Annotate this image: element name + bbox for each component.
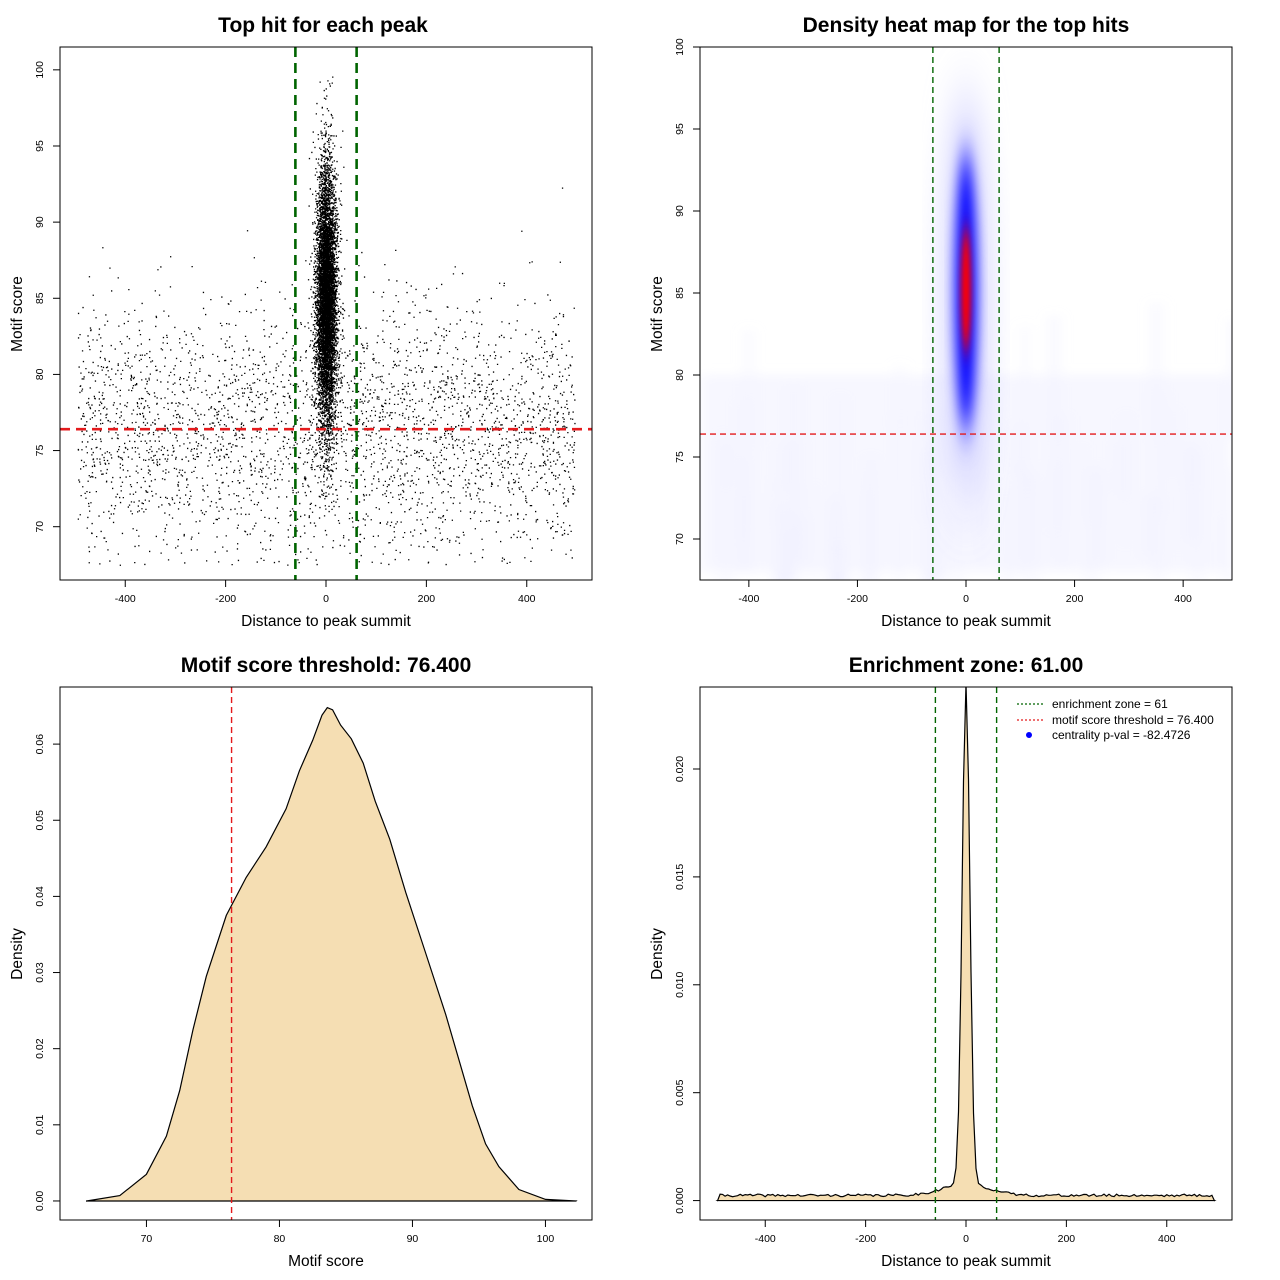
- legend-item-enrichment-zone: enrichment zone = 61: [1052, 697, 1168, 711]
- score-density-area: [86, 706, 578, 1202]
- x-tick-label: 400: [1158, 1233, 1176, 1245]
- y-tick-label: 0.005: [674, 1079, 686, 1105]
- x-tick-label: 200: [1058, 1233, 1076, 1245]
- y-tick-label: 100: [674, 38, 686, 56]
- y-tick-label: 0.000: [674, 1187, 686, 1213]
- score-density-y-axis: 0.00 0.01 0.02 0.03 0.04 0.05 0.06: [34, 734, 60, 1211]
- x-tick-label: 70: [141, 1233, 153, 1245]
- heatmap-reference-lines: [700, 47, 1232, 580]
- y-tick-label: 0.04: [34, 886, 46, 907]
- score-density-y-label: Density: [9, 928, 26, 980]
- y-tick-label: 85: [674, 287, 686, 299]
- score-density-x-axis: 70 80 90 100: [141, 1219, 555, 1245]
- distance-density-y-axis: 0.000 0.005 0.010 0.015 0.020: [674, 756, 700, 1214]
- heatmap-x-axis: -400 -200 0 200 400: [738, 579, 1192, 605]
- heatmap-streak: [1152, 302, 1162, 440]
- distance-density-panel: Enrichment zone: 61.00 -400 -200 0 200 400 0…: [649, 654, 1233, 1270]
- y-tick-label: 95: [674, 123, 686, 135]
- scatter-reference-lines: [60, 47, 592, 580]
- scatter-y-axis: 70 75 80 85 90 95 100: [34, 61, 60, 533]
- scatter-points: [77, 76, 576, 566]
- legend-item-score-threshold: motif score threshold = 76.400: [1052, 713, 1214, 727]
- legend-item-centrality-pval: centrality p-val = -82.4726: [1052, 728, 1191, 742]
- heatmap-y-axis: 70 75 80 85 90 95 100: [674, 38, 700, 545]
- heatmap-background-density: [700, 302, 1232, 580]
- score-density-panel: Motif score threshold: 76.400 70 80 90 100 …: [9, 654, 593, 1270]
- distance-density-legend: enrichment zone = 61 motif score thresho…: [1017, 697, 1214, 742]
- y-tick-label: 70: [674, 533, 686, 545]
- y-tick-label: 70: [34, 521, 46, 533]
- distance-density-zone-lines: [934, 687, 998, 1220]
- y-tick-label: 0.02: [34, 1038, 46, 1059]
- x-tick-label: 80: [274, 1233, 286, 1245]
- x-tick-label: 400: [1174, 593, 1192, 605]
- y-tick-label: 80: [674, 369, 686, 381]
- x-tick-label: -200: [847, 593, 868, 605]
- x-tick-label: -400: [755, 1233, 776, 1245]
- x-tick-label: 100: [537, 1233, 555, 1245]
- heatmap-title: Density heat map for the top hits: [803, 14, 1130, 37]
- x-tick-label: 0: [963, 593, 969, 605]
- scatter-x-label: Distance to peak summit: [241, 613, 411, 630]
- distance-density-x-label: Distance to peak summit: [881, 1253, 1051, 1270]
- score-density-title: Motif score threshold: 76.400: [181, 654, 472, 677]
- heatmap-field: [700, 47, 1232, 580]
- scatter-x-axis: -400 -200 0 200 400: [115, 579, 536, 605]
- scatter-y-label: Motif score: [9, 276, 26, 352]
- y-tick-label: 75: [674, 451, 686, 463]
- x-tick-label: 0: [963, 1233, 969, 1245]
- distance-density-title: Enrichment zone: 61.00: [849, 654, 1084, 677]
- x-tick-label: 200: [1066, 593, 1084, 605]
- legend-blue-dot-marker: [1026, 732, 1032, 738]
- y-tick-label: 0.03: [34, 962, 46, 983]
- distance-density-y-label: Density: [649, 928, 666, 980]
- heatmap-x-label: Distance to peak summit: [881, 613, 1051, 630]
- y-tick-label: 80: [34, 368, 46, 380]
- y-tick-label: 90: [674, 205, 686, 217]
- y-tick-label: 90: [34, 216, 46, 228]
- y-tick-label: 0.05: [34, 810, 46, 831]
- x-tick-label: -200: [855, 1233, 876, 1245]
- y-tick-label: 85: [34, 292, 46, 304]
- y-tick-label: 0.01: [34, 1114, 46, 1135]
- y-tick-label: 0.015: [674, 864, 686, 890]
- scatter-title: Top hit for each peak: [218, 14, 428, 37]
- y-tick-label: 0.010: [674, 971, 686, 997]
- x-tick-label: 0: [323, 593, 329, 605]
- y-tick-label: 75: [34, 445, 46, 457]
- score-density-x-label: Motif score: [288, 1253, 364, 1270]
- scatter-panel: Top hit for each peak -400 -200 0 200 400 70…: [9, 14, 593, 630]
- heatmap-y-label: Motif score: [649, 276, 666, 352]
- heatmap-hotspot: [944, 90, 988, 501]
- x-tick-label: 200: [418, 593, 436, 605]
- y-tick-label: 0.06: [34, 734, 46, 755]
- y-tick-label: 0.020: [674, 756, 686, 782]
- scatter-point-cloud: [77, 76, 576, 566]
- y-tick-label: 100: [34, 61, 46, 79]
- x-tick-label: -400: [738, 593, 759, 605]
- heatmap-panel: Density heat map for the top hits -400 -2…: [649, 14, 1233, 630]
- heatmap-red-core: [961, 227, 971, 352]
- distance-density-x-axis: -400 -200 0 200 400: [755, 1219, 1176, 1245]
- y-tick-label: 0.00: [34, 1191, 46, 1212]
- x-tick-label: 400: [518, 593, 536, 605]
- y-tick-label: 95: [34, 140, 46, 152]
- x-tick-label: -400: [115, 593, 136, 605]
- x-tick-label: 90: [407, 1233, 419, 1245]
- distance-density-area: [715, 687, 1217, 1202]
- x-tick-label: -200: [215, 593, 236, 605]
